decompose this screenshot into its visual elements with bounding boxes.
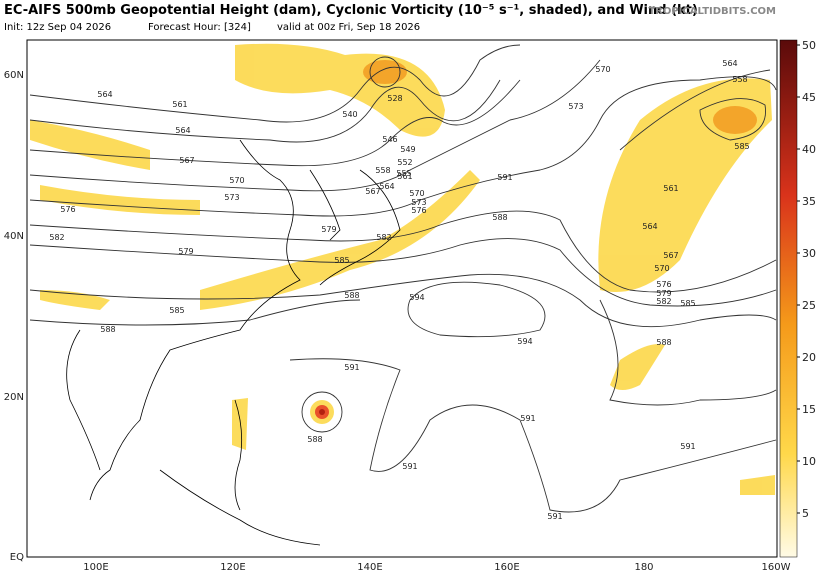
valid-time: valid at 00z Fri, Sep 18 2026: [277, 22, 420, 33]
colorbar-tick-label: 10: [802, 455, 816, 468]
contour-label: 570: [409, 189, 424, 198]
colorbar-tick-label: 35: [802, 195, 816, 208]
contour-label: 555: [396, 169, 411, 178]
colorbar-tick-label: 30: [802, 247, 816, 260]
contour-label: 591: [547, 512, 562, 521]
vorticity-core: [713, 106, 757, 134]
colorbar-ticks: 5 10 15 20 25 30 35 40 45 50: [797, 39, 816, 520]
longitude-label: 140E: [357, 562, 382, 573]
contour-label: 528: [387, 94, 402, 103]
contour-label: 564: [97, 90, 112, 99]
contour-label: 591: [680, 442, 695, 451]
contour-label: 579: [656, 289, 671, 298]
contour-label: 570: [229, 176, 244, 185]
init-time: Init: 12z Sep 04 2026: [4, 22, 111, 33]
colorbar: [779, 39, 798, 558]
colorbar-tick-label: 25: [802, 299, 816, 312]
contour-label: 567: [663, 251, 678, 260]
vorticity-core: [319, 409, 325, 415]
contour-label: 588: [307, 435, 322, 444]
colorbar-tick-label: 40: [802, 143, 816, 156]
contour-label: 594: [517, 337, 532, 346]
contour-label: 561: [172, 100, 187, 109]
contour-label: 591: [402, 462, 417, 471]
contour-label: 588: [344, 291, 359, 300]
longitude-label: 100E: [83, 562, 108, 573]
colorbar-tick-label: 50: [802, 39, 816, 52]
contour-label: 579: [321, 225, 336, 234]
contour-label: 570: [654, 264, 669, 273]
axis-labels: 60N 40N 20N EQ 100E 120E 140E 160E 180 160W: [4, 70, 791, 573]
contour-label: 594: [409, 293, 424, 302]
contour-label: 573: [224, 193, 239, 202]
contour-label: 558: [375, 166, 390, 175]
contour-label: 588: [492, 213, 507, 222]
contour-label: 564: [722, 59, 737, 68]
contour-labels: 5645615645675705735765795825855885285405…: [49, 59, 749, 521]
latitude-label: EQ: [10, 552, 24, 563]
contour-label: 567: [179, 156, 194, 165]
height-contours: [29, 44, 777, 513]
contour-label: 564: [175, 126, 190, 135]
contour-label: 582: [49, 233, 64, 242]
longitude-label: 180: [634, 562, 653, 573]
contour-label: 576: [411, 206, 426, 215]
contour-label: 549: [400, 145, 415, 154]
contour-label: 576: [60, 205, 75, 214]
contour-label: 561: [663, 184, 678, 193]
contour-label: 564: [642, 222, 657, 231]
colorbar-tick-label: 45: [802, 91, 816, 104]
contour-label: 582: [376, 233, 391, 242]
contour-label: 585: [334, 256, 349, 265]
contour-label: 561: [397, 172, 412, 181]
source: TROPICALTIDBITS.COM: [648, 6, 776, 17]
contour-label: 591: [520, 414, 535, 423]
colorbar-tick-label: 20: [802, 351, 816, 364]
contour-label: 546: [382, 135, 397, 144]
contour-label: 540: [342, 110, 357, 119]
contour-label: 552: [397, 158, 412, 167]
title: EC-AIFS 500mb Geopotential Height (dam),…: [4, 3, 698, 18]
contour-label: 585: [734, 142, 749, 151]
contour-label: 558: [732, 75, 747, 84]
colorbar-tick-label: 15: [802, 403, 816, 416]
contour-label: 582: [656, 297, 671, 306]
contour-label: 585: [169, 306, 184, 315]
contour-label: 585: [680, 299, 695, 308]
contour-label: 573: [568, 102, 583, 111]
contour-label: 591: [344, 363, 359, 372]
coastlines: [66, 139, 401, 546]
latitude-label: 40N: [4, 231, 24, 242]
vorticity-core: [363, 60, 407, 84]
contour-label: 588: [100, 325, 115, 334]
forecast-hour: Forecast Hour: [324]: [148, 22, 251, 33]
longitude-label: 120E: [220, 562, 245, 573]
contour-label: 576: [656, 280, 671, 289]
longitude-label: 160E: [494, 562, 519, 573]
latitude-label: 20N: [4, 392, 24, 403]
contour-label: 588: [656, 338, 671, 347]
latitude-label: 60N: [4, 70, 24, 81]
contour-label: 591: [497, 173, 512, 182]
contour-label: 573: [411, 198, 426, 207]
longitude-label: 160W: [762, 562, 791, 573]
contour-label: 564: [379, 182, 394, 191]
contour-label: 579: [178, 247, 193, 256]
contour-label: 570: [595, 65, 610, 74]
contour-label: 567: [365, 187, 380, 196]
colorbar-tick-label: 5: [802, 507, 809, 520]
